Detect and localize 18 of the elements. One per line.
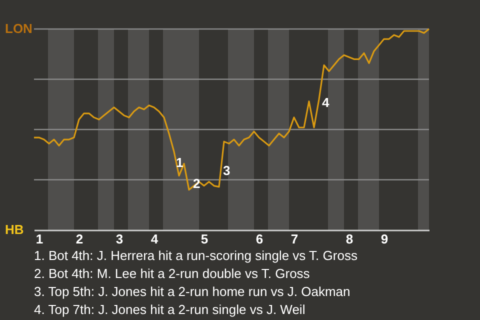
text: 2. Bot 4th: M. Lee hit a 2-run double vs T. Gross	[34, 265, 311, 283]
x-tick-label: 4	[150, 232, 159, 246]
annotation: 4	[322, 95, 330, 110]
annotation: 1	[176, 155, 184, 170]
x-tick-label: 6	[256, 232, 264, 246]
x-tick-label: 9	[380, 232, 388, 246]
text: 4. Top 7th: J. Jones hit a 2-run single vs J. Weil	[34, 301, 306, 319]
x-tick-label: 1	[36, 232, 44, 246]
text: 3. Top 5th: J. Jones hit a 2-run home run vs J. Oakman	[34, 283, 352, 301]
x-tick-label: 5	[200, 232, 208, 246]
text: HB	[5, 222, 24, 237]
x-tick-label: 8	[346, 232, 354, 246]
x-tick-label: 2	[76, 232, 84, 246]
text: 1. Bot 4th: J. Herrera hit a run-scoring single vs T. Gross	[34, 247, 358, 265]
x-tick-label: 3	[116, 232, 124, 246]
annotation: 3	[223, 163, 230, 178]
x-tick-label: 7	[290, 232, 298, 246]
text: LON	[5, 21, 32, 36]
